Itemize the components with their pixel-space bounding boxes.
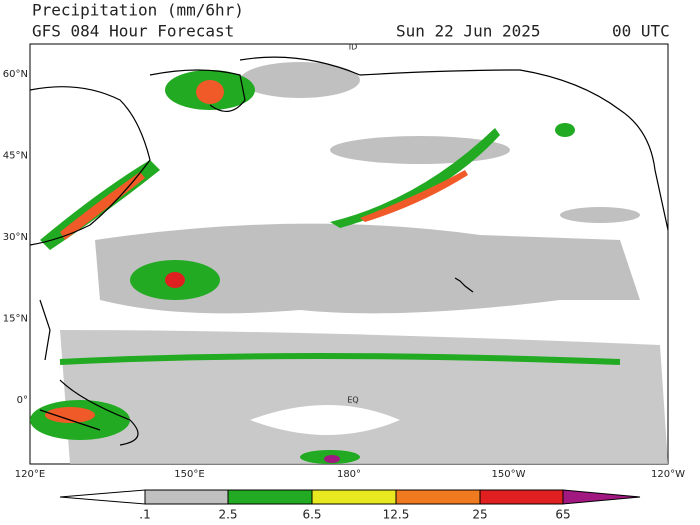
colorbar-label: 12.5 <box>383 508 410 522</box>
lat-label: 15°N <box>3 314 28 325</box>
colorbar-label: 6.5 <box>302 508 321 522</box>
colorbar-label: 65 <box>555 508 570 522</box>
colorbar-label: .1 <box>139 508 150 522</box>
lat-label: 30°N <box>3 232 28 243</box>
place-label: ID <box>349 43 358 52</box>
map <box>29 43 669 465</box>
lon-label: 120°E <box>15 469 45 480</box>
lon-label: 150°E <box>174 469 204 480</box>
lat-label: 60°N <box>3 69 28 80</box>
lat-label: 45°N <box>3 151 28 162</box>
colorbar <box>59 489 641 505</box>
subtitle: GFS 084 Hour Forecast <box>32 22 234 41</box>
date: Sun 22 Jun 2025 <box>396 22 541 41</box>
moderate-precip <box>30 70 621 464</box>
lon-label: 180° <box>337 469 361 480</box>
light-precip <box>60 62 668 464</box>
lon-label: 150°W <box>492 469 526 480</box>
lon-label: 120°W <box>651 469 685 480</box>
time: 00 UTC <box>612 22 670 41</box>
colorbar-label: 25 <box>472 508 487 522</box>
place-label: EQ <box>347 396 358 405</box>
colorbar-label: 2.5 <box>218 508 237 522</box>
lat-label: 0° <box>17 395 28 406</box>
coastlines <box>29 56 669 446</box>
title: Precipitation (mm/6hr) <box>32 1 244 20</box>
